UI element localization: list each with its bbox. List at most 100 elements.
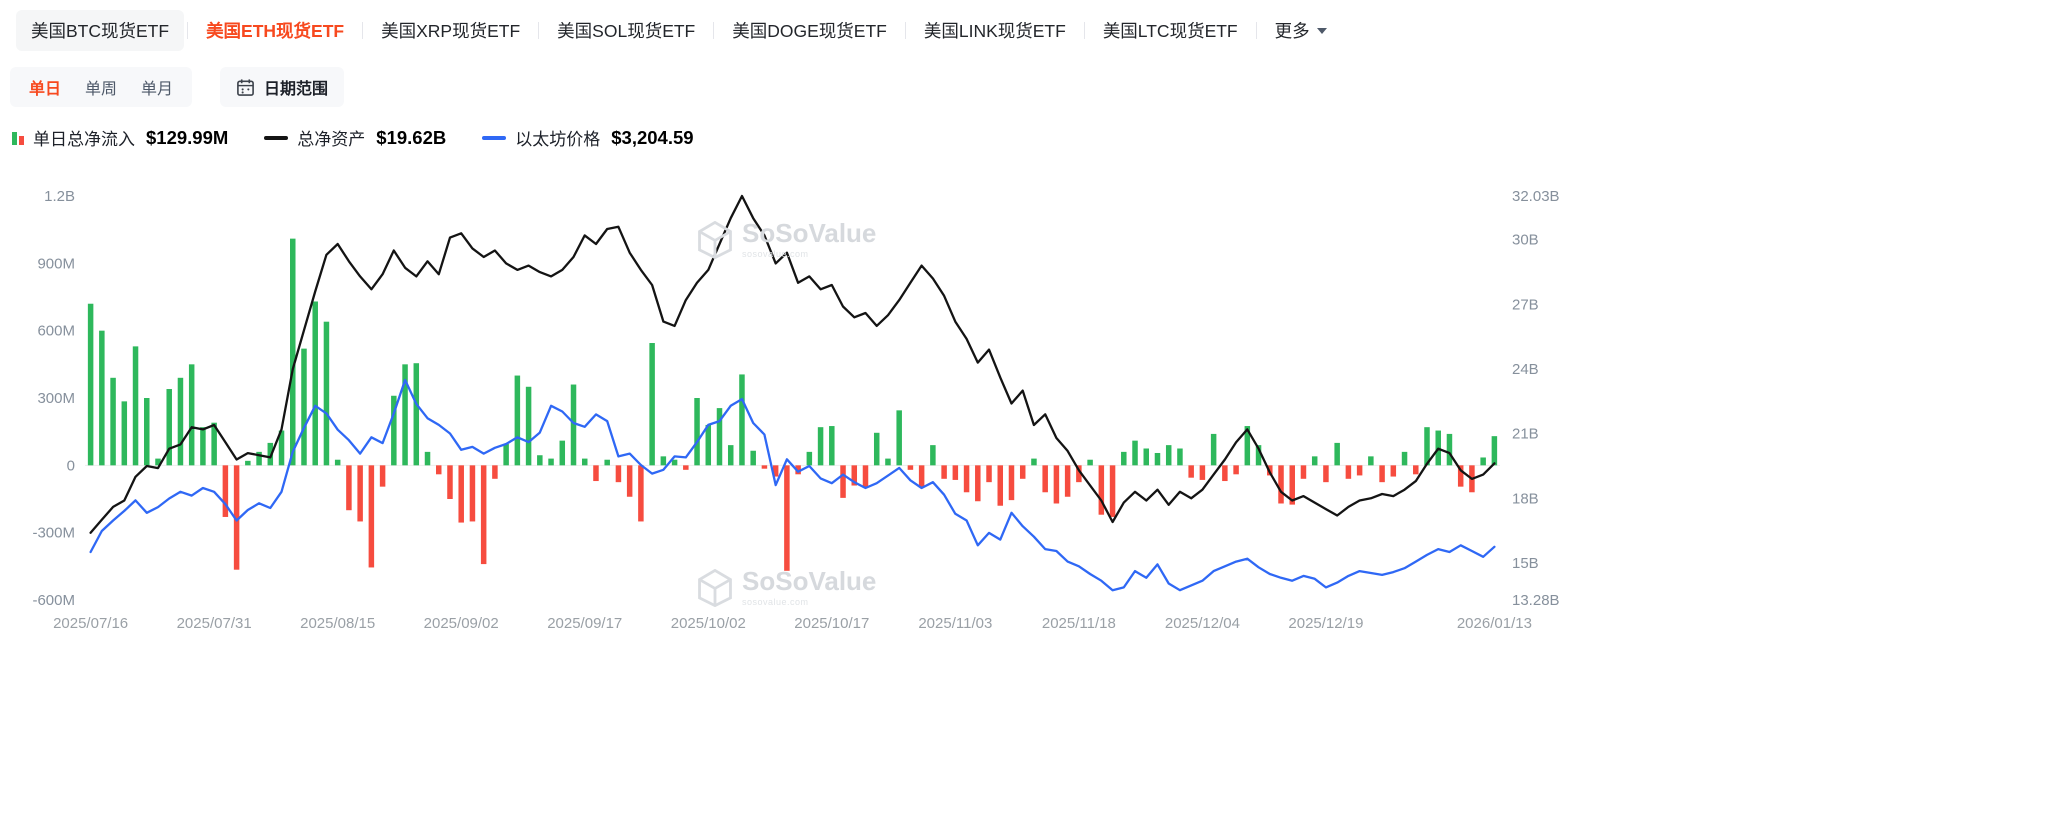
period-monthly-button[interactable]: 单月	[132, 72, 182, 102]
inflow-bar	[1244, 426, 1251, 466]
x-axis-label: 2026/01/13	[1457, 615, 1532, 632]
inflow-bar	[1311, 456, 1318, 466]
inflow-bar	[1031, 458, 1037, 466]
inflow-bar	[581, 458, 588, 466]
inflow-bar	[245, 460, 251, 466]
etf-tab-bar: 美国BTC现货ETF 美国ETH现货ETF 美国XRP现货ETF 美国SOL现货…	[0, 0, 2048, 53]
inflow-bar	[301, 348, 307, 466]
right-axis: 32.03B 30B 27B 24B 21B 18B 15B 13.28B	[1512, 188, 1560, 609]
inflow-bar	[278, 430, 285, 466]
inflow-bar	[1345, 465, 1352, 479]
left-axis-label: 0	[67, 457, 75, 474]
inflow-bar	[222, 465, 229, 517]
left-axis-label: 900M	[37, 255, 75, 272]
inflow-bar	[1121, 451, 1127, 466]
inflow-bar	[1188, 465, 1194, 478]
tab-separator	[187, 22, 189, 39]
inflow-bar	[1109, 465, 1116, 517]
inflow-bar	[873, 432, 880, 466]
bar-swatch-icon	[12, 131, 24, 145]
net-assets-line	[89, 194, 1496, 534]
date-range-label: 日期范围	[264, 81, 329, 98]
date-range-button[interactable]: 日期范围	[220, 67, 345, 107]
left-axis-label: 300M	[37, 390, 75, 407]
inflow-bar	[1199, 465, 1206, 480]
inflow-bar	[1222, 465, 1228, 482]
tab-ltc-etf[interactable]: 美国LTC现货ETF	[1102, 21, 1238, 41]
x-axis-label: 2025/11/03	[918, 615, 992, 632]
legend-name: 以太坊价格	[515, 130, 601, 149]
tab-doge-etf[interactable]: 美国DOGE现货ETF	[732, 21, 887, 41]
inflow-bar	[1480, 457, 1486, 466]
period-daily-button[interactable]: 单日	[20, 72, 70, 102]
tab-eth-etf[interactable]: 美国ETH现货ETF	[206, 21, 345, 41]
inflow-bar	[750, 450, 756, 466]
inflow-bar	[930, 445, 936, 466]
inflow-bar	[1210, 433, 1217, 466]
inflow-bar	[424, 451, 431, 466]
inflow-bar	[357, 465, 363, 522]
tab-sol-etf[interactable]: 美国SOL现货ETF	[557, 21, 696, 41]
x-axis-label: 2025/07/16	[53, 615, 128, 632]
x-axis-label: 2025/12/19	[1288, 615, 1363, 632]
tab-more-menu[interactable]: 更多	[1260, 10, 1342, 51]
inflow-bar	[110, 377, 116, 466]
legend-total-net-assets[interactable]: 总净资产 $19.62B	[264, 125, 446, 150]
tab-separator	[1255, 22, 1257, 39]
tab-btc-etf[interactable]: 美国BTC现货ETF	[16, 10, 185, 51]
chevron-down-icon	[1316, 27, 1327, 34]
inflow-bar	[806, 451, 813, 466]
inflow-bar	[829, 426, 835, 466]
combo-chart[interactable]: 1.2B 900M 600M 300M 0 -300M -600M 32.03B 30B 27B 2…	[0, 158, 1560, 654]
legend-daily-netflow[interactable]: 单日总净流入 $129.99M	[12, 125, 228, 150]
left-axis-label: -600M	[32, 592, 75, 609]
inflow-bar	[1255, 445, 1262, 466]
inflow-bar	[503, 444, 509, 466]
inflow-bar	[166, 389, 172, 466]
inflow-bar	[1446, 433, 1453, 466]
inflow-bar	[1300, 465, 1307, 479]
inflow-bar	[593, 465, 599, 482]
inflow-bar	[1087, 459, 1093, 466]
inflow-bar	[177, 377, 184, 466]
x-axis-label: 2025/08/15	[300, 615, 375, 632]
inflow-bar	[368, 465, 375, 568]
inflow-bar	[1401, 451, 1408, 466]
inflow-bar	[817, 427, 824, 466]
tab-xrp-etf[interactable]: 美国XRP现货ETF	[381, 21, 521, 41]
period-weekly-button[interactable]: 单周	[76, 72, 126, 102]
inflow-bar	[705, 424, 712, 466]
inflow-bar	[1323, 465, 1329, 483]
inflow-bar	[436, 465, 442, 475]
inflow-bar	[1457, 465, 1464, 487]
x-axis-label: 2025/07/31	[177, 615, 252, 632]
inflow-bar	[379, 465, 386, 487]
right-axis-label: 15B	[1512, 555, 1539, 572]
inflow-bar	[615, 465, 622, 483]
legend-name: 总净资产	[297, 130, 366, 149]
inflow-bar	[233, 465, 240, 570]
inflow-bar	[1356, 465, 1363, 476]
inflow-bar	[570, 384, 577, 466]
inflow-bar	[862, 465, 869, 488]
inflow-bar	[885, 458, 891, 466]
inflow-bar	[1143, 448, 1149, 466]
inflow-bar	[402, 364, 408, 466]
inflow-bar	[671, 459, 678, 466]
inflow-bar	[99, 330, 105, 466]
legend-value: $129.99M	[146, 126, 229, 148]
inflow-bar	[795, 465, 801, 475]
inflow-bar	[144, 398, 150, 466]
inflow-bar	[346, 465, 352, 511]
x-axis: 2025/07/16 2025/07/31 2025/08/15 2025/09/02…	[53, 615, 1532, 632]
legend-value: $19.62B	[376, 126, 447, 148]
inflow-bar	[1491, 436, 1498, 466]
etf-dashboard: 美国BTC现货ETF 美国ETH现货ETF 美国XRP现货ETF 美国SOL现货…	[0, 0, 2048, 654]
daily-netflow-bars	[87, 238, 1498, 571]
inflow-bar	[963, 465, 970, 493]
right-axis-label: 32.03B	[1512, 188, 1560, 205]
inflow-bar	[334, 459, 341, 466]
legend-eth-price[interactable]: 以太坊价格 $3,204.59	[482, 125, 694, 150]
right-axis-label: 27B	[1512, 296, 1539, 313]
tab-link-etf[interactable]: 美国LINK现货ETF	[923, 21, 1066, 41]
